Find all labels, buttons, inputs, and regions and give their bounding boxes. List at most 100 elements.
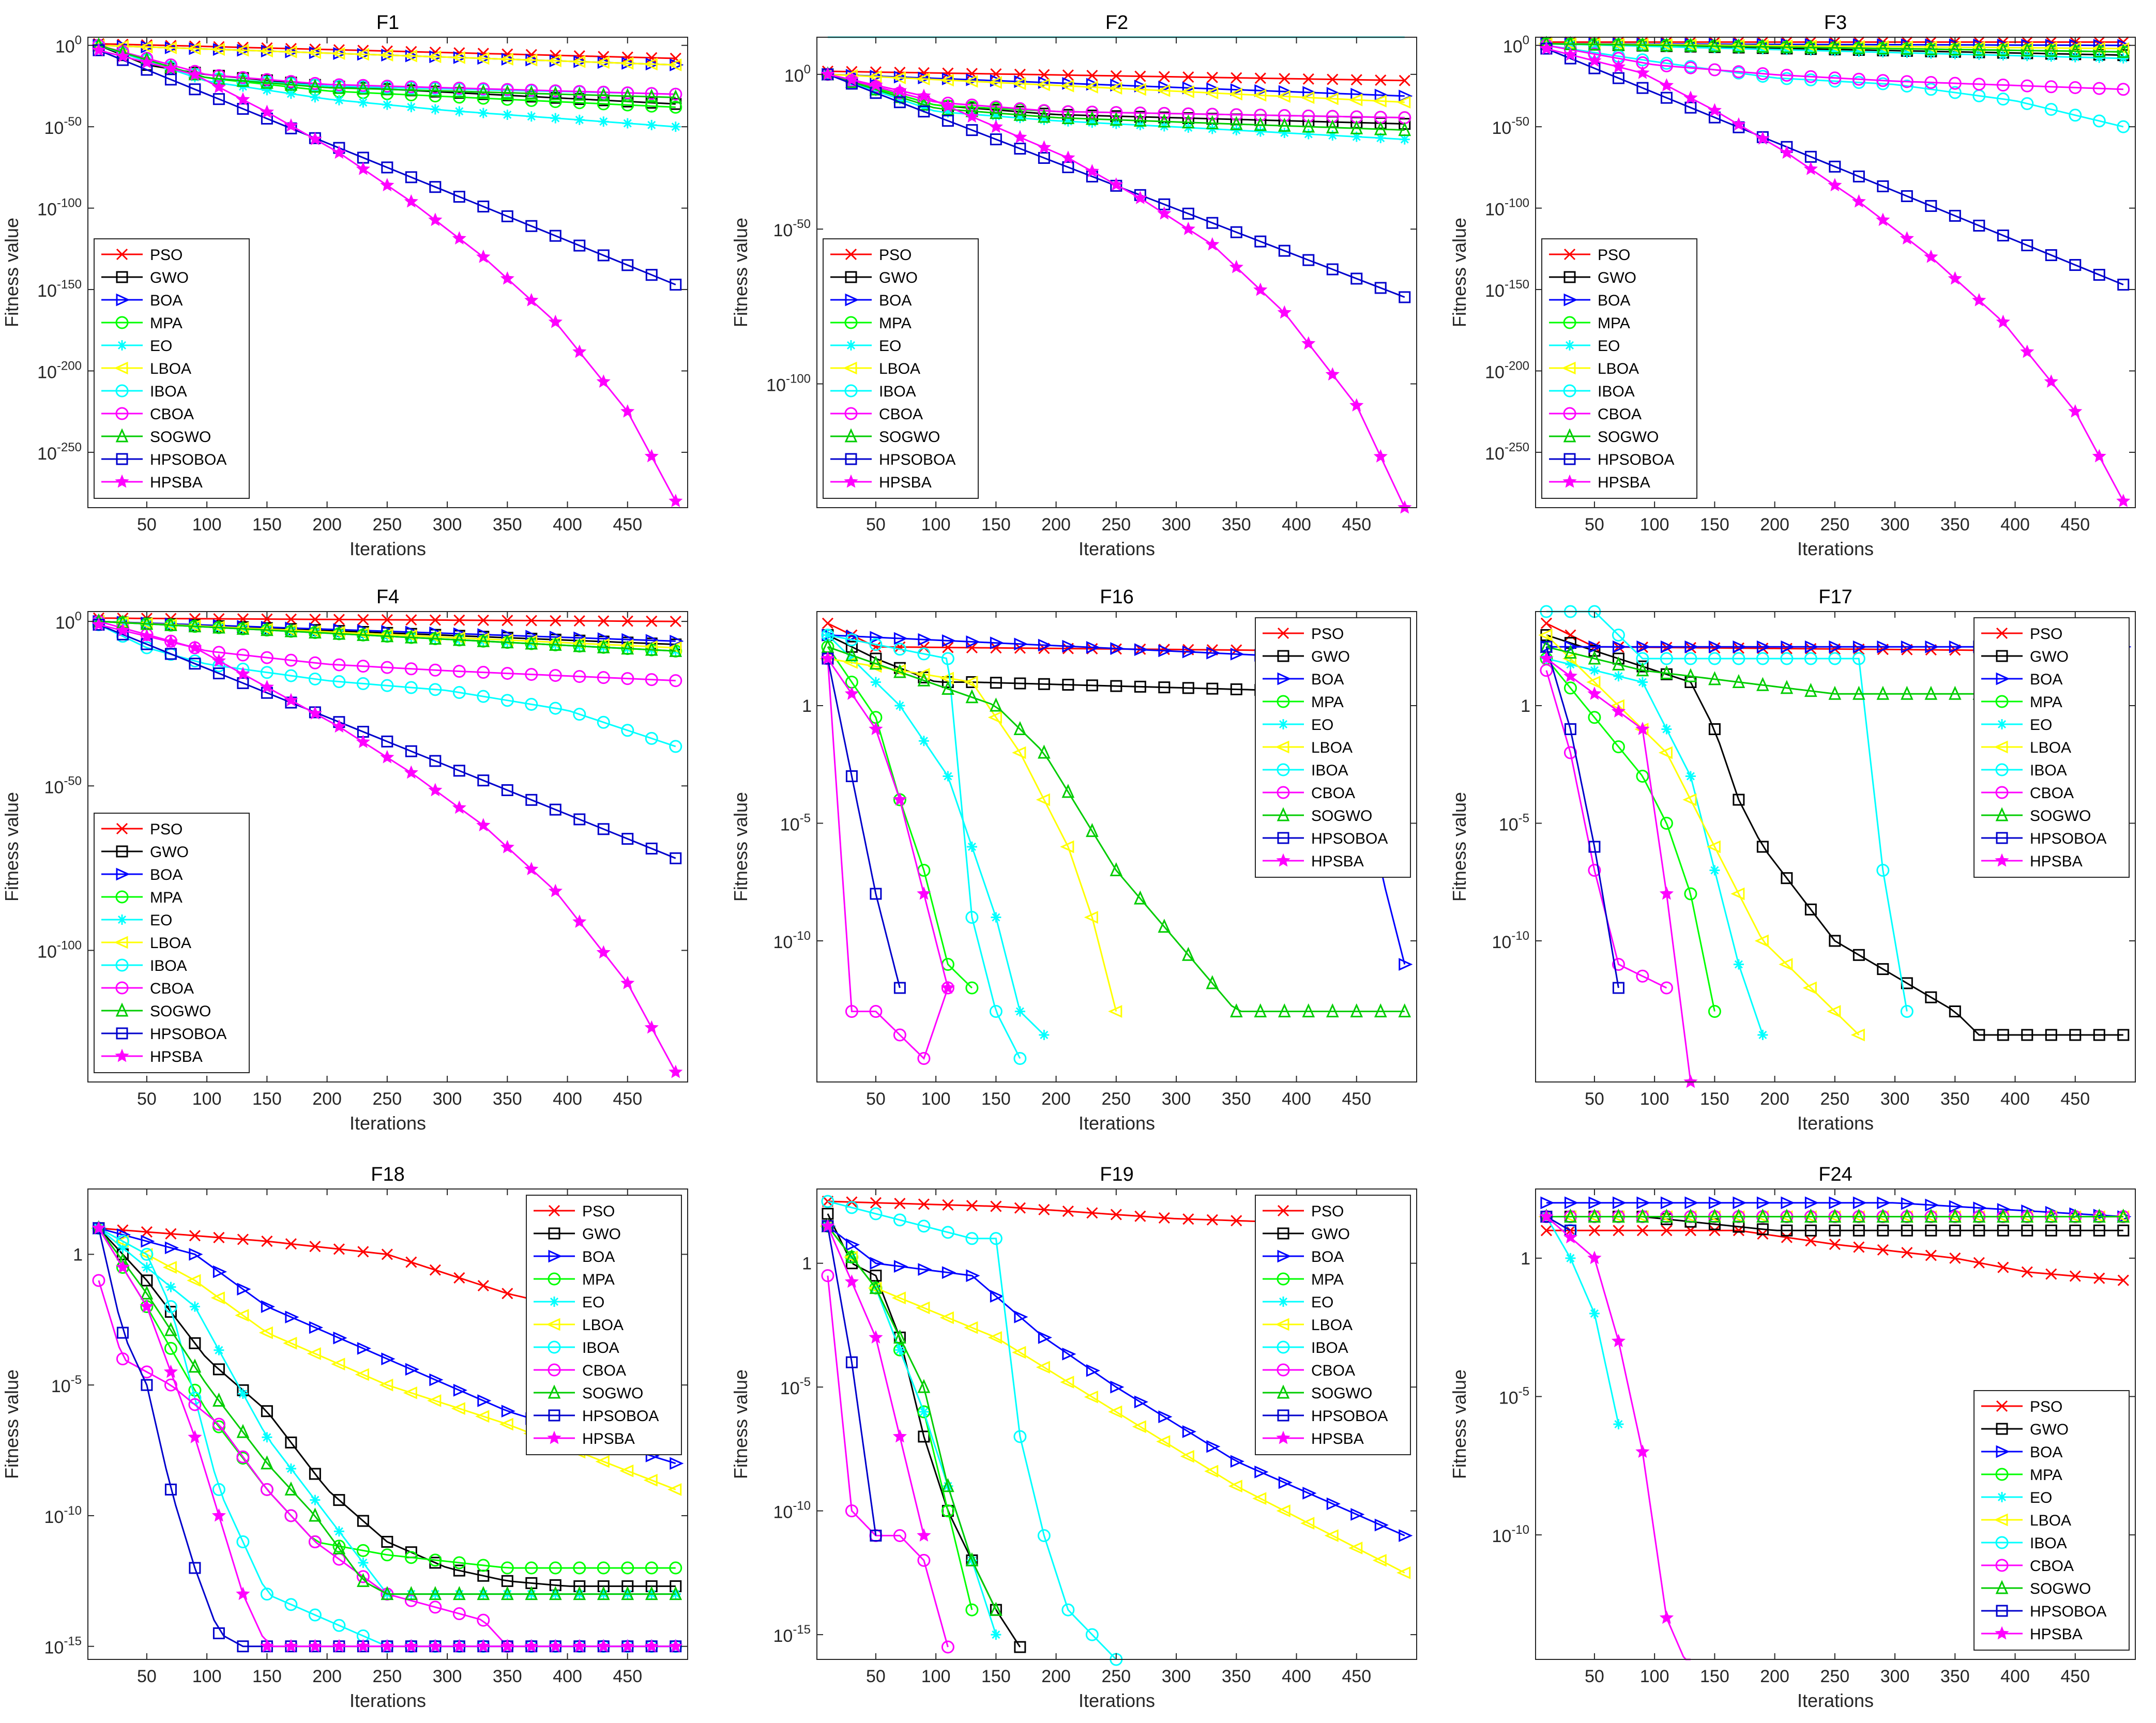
y-tick-label: 10-150 xyxy=(1485,278,1529,301)
marker-lboa xyxy=(1658,746,1673,759)
marker-iboa xyxy=(645,731,658,745)
marker-cboa xyxy=(477,1613,490,1627)
legend-marker-iboa xyxy=(1995,1536,2009,1549)
marker-lboa xyxy=(667,58,682,71)
marker-pso xyxy=(1134,70,1146,82)
legend-marker-sogwo xyxy=(115,428,129,443)
legend-marker-pso xyxy=(1996,1400,2008,1412)
marker-hpsoboa xyxy=(2045,249,2057,262)
series-line-lboa xyxy=(98,44,676,66)
legend-marker-boa xyxy=(1996,1445,2010,1458)
series-line-lboa xyxy=(827,1225,1405,1574)
marker-eo xyxy=(670,121,681,132)
marker-eo xyxy=(870,85,881,96)
x-tick-label: 400 xyxy=(2000,1667,2030,1686)
legend-marker-pso xyxy=(116,248,128,261)
marker-iboa xyxy=(212,1483,225,1496)
marker-lboa xyxy=(1012,77,1026,90)
marker-sogwo xyxy=(669,643,682,657)
marker-eo xyxy=(358,97,369,108)
marker-lboa xyxy=(1348,93,1363,106)
marker-gwo xyxy=(212,1363,225,1376)
marker-iboa xyxy=(1996,93,2010,106)
chart-title: F24 xyxy=(1818,1164,1852,1185)
y-tick-label: 10-15 xyxy=(44,1635,82,1658)
marker-lboa xyxy=(1276,1504,1290,1517)
marker-eo xyxy=(1327,130,1338,141)
marker-iboa xyxy=(236,1535,250,1548)
marker-lboa xyxy=(643,1474,658,1487)
marker-hpsba xyxy=(476,1639,491,1653)
legend-marker-sogwo xyxy=(1277,1384,1290,1399)
marker-iboa xyxy=(621,724,634,737)
marker-sogwo xyxy=(332,626,346,640)
marker-hpsba xyxy=(1851,194,1866,208)
legend-label-eo: EO xyxy=(150,912,172,929)
marker-sogwo xyxy=(452,1585,466,1600)
marker-cboa xyxy=(1085,105,1099,119)
marker-hpsba xyxy=(620,404,635,418)
marker-hpsba xyxy=(236,1587,250,1600)
marker-sogwo xyxy=(549,636,562,651)
marker-iboa xyxy=(1804,652,1817,665)
marker-hpsoboa xyxy=(1853,170,1865,182)
x-tick-label: 450 xyxy=(1342,1089,1371,1109)
legend-marker-boa xyxy=(116,293,130,307)
legend-label-hpsoboa: HPSOBOA xyxy=(582,1408,659,1425)
x-tick-label: 300 xyxy=(1880,1667,1910,1686)
marker-sogwo xyxy=(1302,1003,1315,1017)
marker-pso xyxy=(477,614,489,627)
marker-iboa xyxy=(2021,97,2034,110)
marker-gwo xyxy=(1636,660,1649,673)
marker-boa xyxy=(1925,1198,1939,1212)
marker-sogwo xyxy=(1158,919,1171,933)
marker-sogwo xyxy=(1086,111,1099,125)
marker-pso xyxy=(429,614,441,626)
marker-sogwo xyxy=(669,1585,682,1600)
marker-gwo xyxy=(357,1515,369,1527)
marker-hpsba xyxy=(1277,305,1292,319)
marker-boa xyxy=(1612,1196,1627,1210)
marker-gwo xyxy=(918,1430,930,1443)
marker-cboa xyxy=(188,1398,202,1411)
marker-hpsba xyxy=(1707,103,1722,117)
marker-cboa xyxy=(1900,75,1914,88)
legend-marker-eo xyxy=(1997,719,2007,729)
marker-hpsoboa xyxy=(670,852,682,864)
legend-label-mpa: MPA xyxy=(2030,694,2062,711)
marker-hpsba xyxy=(500,1639,514,1653)
marker-hpsba xyxy=(892,1429,907,1443)
series-line-eo xyxy=(827,634,1045,1036)
y-tick-label: 100 xyxy=(55,609,82,633)
marker-eo xyxy=(894,1345,905,1355)
marker-lboa xyxy=(1372,1554,1387,1567)
marker-hpsba xyxy=(524,1639,539,1653)
marker-boa xyxy=(942,1266,956,1279)
legend-label-mpa: MPA xyxy=(1598,315,1630,332)
marker-sogwo xyxy=(1684,37,1697,52)
marker-hpsoboa xyxy=(645,269,658,281)
marker-hpsoboa xyxy=(429,755,442,767)
marker-hpsba xyxy=(404,765,418,779)
legend-marker-gwo xyxy=(1996,1423,2008,1435)
marker-eo xyxy=(966,842,977,852)
marker-lboa xyxy=(964,1321,978,1334)
marker-eo xyxy=(550,113,561,124)
legend-label-pso: PSO xyxy=(2030,1398,2062,1415)
marker-gwo xyxy=(1804,1224,1817,1237)
marker-eo xyxy=(454,106,465,117)
marker-hpsba xyxy=(572,914,587,928)
marker-hpsba xyxy=(428,783,443,797)
marker-sogwo xyxy=(1326,119,1339,134)
x-tick-label: 250 xyxy=(1101,1089,1131,1109)
marker-sogwo xyxy=(309,624,322,639)
marker-pso xyxy=(333,1243,345,1255)
marker-lboa xyxy=(1586,676,1601,689)
legend-marker-pso xyxy=(1277,627,1289,639)
marker-pso xyxy=(1231,72,1242,84)
y-tick-label: 10-200 xyxy=(1485,359,1529,383)
marker-sogwo xyxy=(332,80,346,94)
legend-label-gwo: GWO xyxy=(2030,648,2069,665)
marker-cboa xyxy=(597,671,610,684)
marker-sogwo xyxy=(1876,1208,1890,1223)
